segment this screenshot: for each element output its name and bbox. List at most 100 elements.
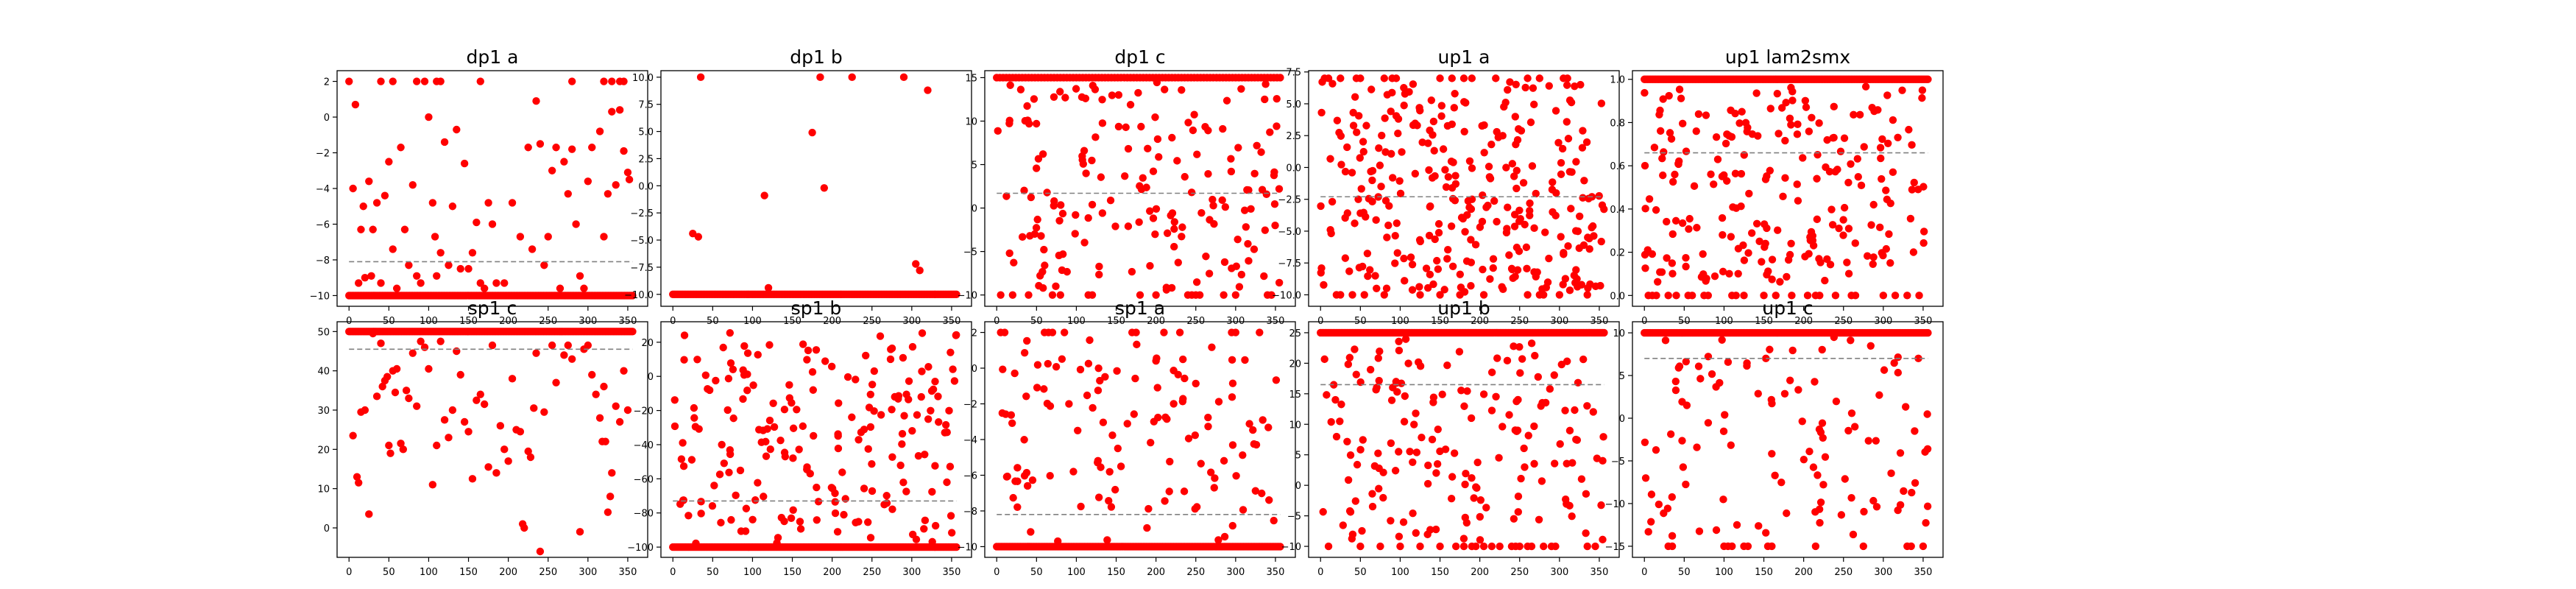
data-point: [894, 395, 902, 403]
data-point: [351, 100, 360, 109]
data-point: [1025, 291, 1033, 299]
data-point: [1869, 200, 1878, 209]
data-point: [1448, 262, 1457, 270]
data-point: [1088, 291, 1097, 299]
data-point: [1426, 126, 1434, 135]
data-point: [1061, 94, 1069, 102]
data-point: [760, 493, 768, 501]
subplot-0: dp1 a0 50 100 150 200 250 300 350−10−8−6−4−202: [310, 46, 648, 327]
data-point: [1250, 245, 1259, 253]
data-point: [1747, 229, 1756, 237]
data-point: [877, 411, 885, 419]
data-point: [1165, 487, 1173, 495]
data-point: [1250, 169, 1259, 178]
data-point: [1554, 138, 1563, 147]
data-point: [1374, 449, 1382, 457]
data-point: [600, 233, 608, 241]
data-point: [1016, 85, 1025, 94]
data-point: [1526, 199, 1534, 208]
data-point: [924, 415, 933, 423]
x-tick-label: 100: [1067, 567, 1086, 578]
data-point: [425, 364, 433, 373]
data-point: [1502, 163, 1510, 172]
data-point: [898, 429, 907, 438]
data-point: [1205, 269, 1214, 278]
y-tick-label: −2: [963, 400, 977, 411]
data-point: [1829, 134, 1837, 142]
data-point: [1521, 83, 1529, 92]
data-point: [372, 392, 381, 401]
data-point: [1439, 145, 1448, 153]
data-point: [1872, 437, 1880, 445]
data-point: [868, 459, 876, 468]
subplot-3: up1 a0 50 100 150 200 250 300 350−10.0−7.5−5.0−…: [1272, 46, 1620, 327]
data-point: [1821, 453, 1830, 461]
data-point: [1055, 251, 1064, 260]
data-point: [433, 441, 441, 450]
data-point: [1540, 291, 1548, 299]
data-point: [1794, 386, 1802, 394]
data-point: [1496, 542, 1504, 551]
data-point: [1661, 336, 1670, 345]
y-tick-label: 40: [317, 367, 330, 378]
data-point: [1232, 472, 1240, 480]
data-point: [690, 403, 698, 412]
data-point: [1461, 228, 1469, 236]
data-point: [1876, 144, 1885, 152]
data-point: [1401, 392, 1409, 401]
data-point: [425, 113, 433, 121]
data-point: [1901, 403, 1910, 411]
data-point: [1783, 272, 1791, 281]
data-point: [556, 284, 565, 292]
data-point: [1011, 369, 1019, 378]
data-point: [1395, 532, 1404, 540]
data-point: [1815, 119, 1823, 127]
data-point: [1467, 414, 1476, 423]
data-point: [1910, 178, 1918, 187]
data-point: [1678, 119, 1687, 128]
data-point: [1208, 343, 1216, 351]
data-point: [1811, 508, 1819, 516]
data-point: [1423, 479, 1432, 488]
data-point: [1855, 110, 1864, 119]
data-point: [1728, 542, 1736, 551]
data-point: [1883, 139, 1892, 147]
data-point: [1577, 80, 1585, 89]
data-point: [1530, 422, 1538, 431]
data-point: [1803, 292, 1812, 300]
data-point: [946, 462, 955, 470]
data-point: [417, 279, 425, 287]
data-point: [1227, 167, 1236, 176]
data-point: [935, 418, 943, 426]
data-point: [1854, 173, 1862, 181]
data-point: [1061, 328, 1069, 336]
data-point: [1151, 230, 1159, 239]
data-point: [1168, 209, 1177, 217]
data-point: [548, 166, 556, 174]
data-point: [1214, 536, 1222, 544]
y-tick-label: −8: [963, 507, 977, 518]
data-point: [1460, 288, 1469, 296]
data-point: [1777, 478, 1786, 487]
data-point: [796, 518, 804, 526]
data-point: [835, 399, 843, 407]
data-point: [1510, 222, 1519, 230]
data-point: [1752, 219, 1761, 228]
data-point: [1050, 93, 1058, 101]
data-point: [1024, 116, 1032, 124]
data-point: [803, 356, 811, 364]
data-point: [1032, 224, 1041, 232]
data-point: [1827, 205, 1836, 214]
data-point: [1082, 169, 1090, 177]
data-point: [1523, 264, 1531, 273]
data-point: [392, 364, 401, 373]
data-point: [1404, 359, 1412, 367]
data-point: [1412, 409, 1420, 417]
data-point: [1507, 264, 1516, 273]
data-point: [1712, 526, 1721, 535]
data-point: [1098, 119, 1107, 127]
data-point: [436, 77, 445, 85]
data-point: [1178, 86, 1186, 94]
data-point: [1130, 410, 1139, 418]
data-point: [1864, 437, 1872, 445]
